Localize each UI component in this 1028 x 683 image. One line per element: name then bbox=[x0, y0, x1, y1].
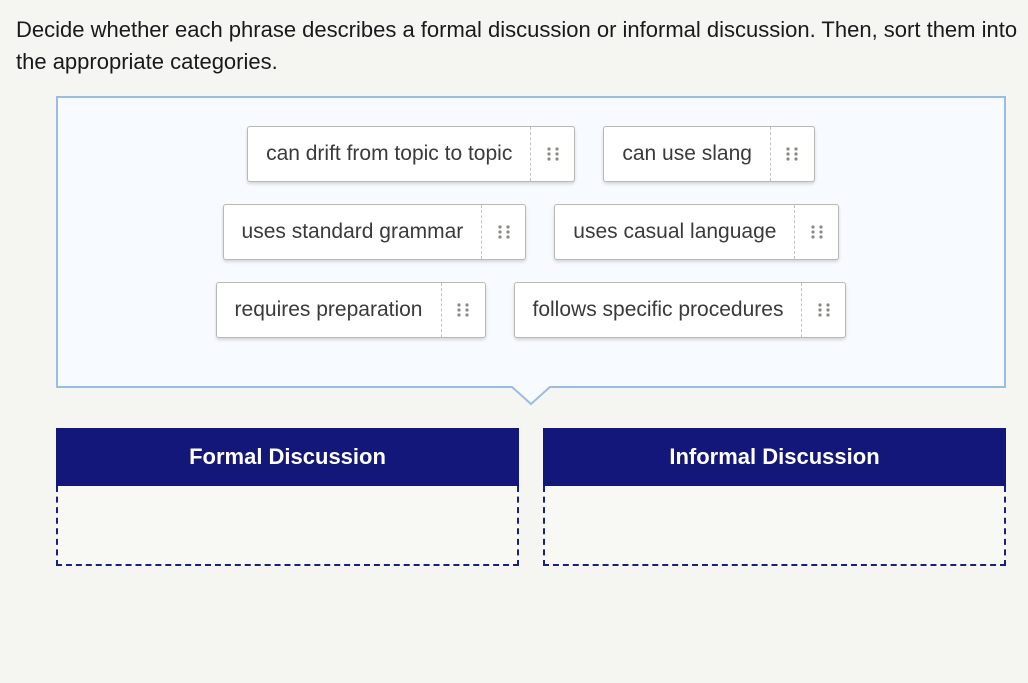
drag-handle-icon[interactable] bbox=[801, 283, 845, 337]
dropzone-informal[interactable] bbox=[543, 486, 1006, 566]
chip-row-1: can drift from topic to topic can use sl… bbox=[84, 126, 978, 182]
chip-label: requires preparation bbox=[217, 298, 441, 322]
chip-row-3: requires preparation follows specific pr… bbox=[84, 282, 978, 338]
chip-label: follows specific procedures bbox=[515, 298, 802, 322]
drag-handle-icon[interactable] bbox=[481, 205, 525, 259]
chip-label: uses standard grammar bbox=[224, 220, 482, 244]
drag-handle-icon[interactable] bbox=[441, 283, 485, 337]
drag-handle-icon[interactable] bbox=[530, 127, 574, 181]
bucket-informal-header: Informal Discussion bbox=[543, 428, 1006, 486]
bucket-informal: Informal Discussion bbox=[543, 428, 1006, 566]
chip-specific-procedures[interactable]: follows specific procedures bbox=[514, 282, 847, 338]
chip-requires-preparation[interactable]: requires preparation bbox=[216, 282, 486, 338]
chip-label: can drift from topic to topic bbox=[248, 142, 530, 166]
buckets-container: Formal Discussion Informal Discussion bbox=[56, 428, 1006, 566]
source-chip-panel: can drift from topic to topic can use sl… bbox=[56, 96, 1006, 388]
drag-handle-icon[interactable] bbox=[770, 127, 814, 181]
instructions-text: Decide whether each phrase describes a f… bbox=[16, 14, 1018, 78]
connector-arrow-icon bbox=[511, 386, 551, 406]
drag-handle-icon[interactable] bbox=[794, 205, 838, 259]
chip-label: can use slang bbox=[604, 142, 770, 166]
dropzone-formal[interactable] bbox=[56, 486, 519, 566]
bucket-formal: Formal Discussion bbox=[56, 428, 519, 566]
chip-use-slang[interactable]: can use slang bbox=[603, 126, 815, 182]
chip-drift-topic[interactable]: can drift from topic to topic bbox=[247, 126, 575, 182]
chip-label: uses casual language bbox=[555, 220, 794, 244]
chip-row-2: uses standard grammar uses casual langua… bbox=[84, 204, 978, 260]
chip-standard-grammar[interactable]: uses standard grammar bbox=[223, 204, 527, 260]
page-root: Decide whether each phrase describes a f… bbox=[0, 0, 1028, 576]
bucket-formal-header: Formal Discussion bbox=[56, 428, 519, 486]
chip-casual-language[interactable]: uses casual language bbox=[554, 204, 839, 260]
